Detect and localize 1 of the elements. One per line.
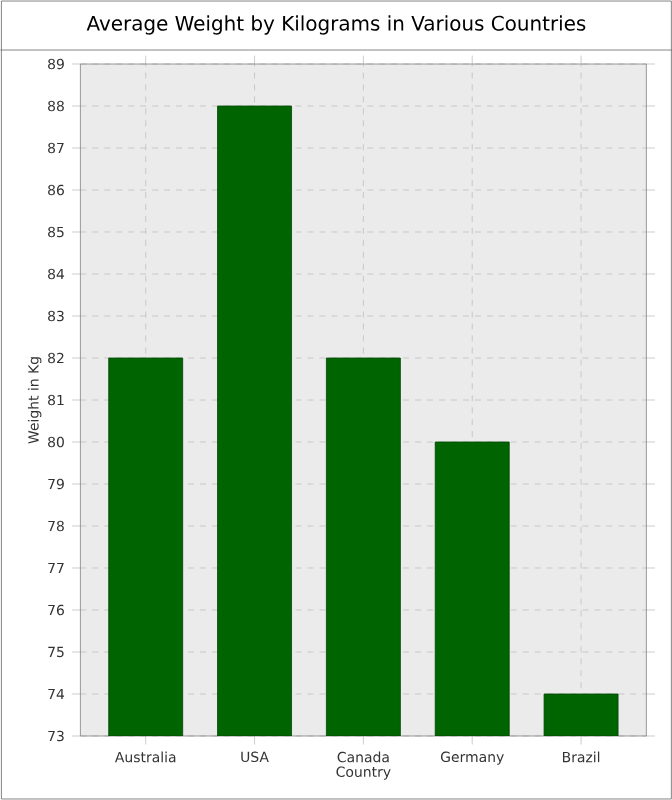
chart-title: Average Weight by Kilograms in Various Countries: [86, 15, 585, 35]
